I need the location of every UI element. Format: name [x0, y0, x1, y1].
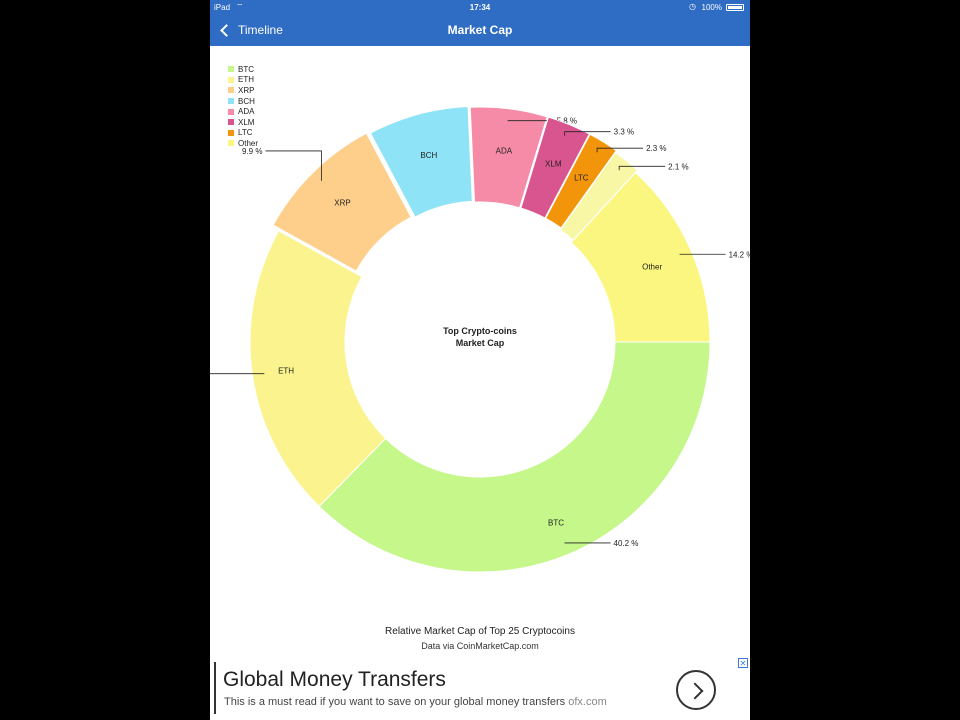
wifi-icon: ⌔	[236, 2, 244, 11]
slice-xlm	[520, 116, 590, 219]
legend-label: BCH	[238, 96, 255, 106]
legend-swatch	[228, 108, 234, 115]
alarm-icon: ◷	[689, 2, 696, 11]
legend-label: ETH	[238, 75, 254, 85]
legend-item-xrp: XRP	[228, 85, 258, 96]
callout-line	[265, 150, 322, 181]
chart-legend: BTC ETH XRP BCH ADA XLM LTC Other	[228, 64, 258, 149]
ad-banner[interactable]: Global Money Transfers This is a must re…	[210, 656, 750, 720]
chart-credit: Data via CoinMarketCap.com	[421, 641, 539, 651]
back-button[interactable]: Timeline	[216, 20, 283, 40]
legend-swatch	[228, 87, 234, 94]
slice-value-label: 5.8 %	[557, 117, 577, 126]
slice-btc	[318, 341, 711, 573]
legend-label: ADA	[238, 107, 255, 117]
slice-label: XLM	[545, 159, 562, 168]
legend-swatch	[228, 76, 234, 83]
slice-ada	[469, 106, 548, 209]
chart-center-title: Top Crypto-coins Market Cap	[443, 326, 517, 348]
slice-value-label: 40.2 %	[614, 539, 639, 548]
slice-label: LTC	[574, 174, 589, 183]
app-screen: iPad ⌔ 17:34 ◷ 100% Timeline Market Cap …	[210, 0, 750, 720]
status-bar: iPad ⌔ 17:34 ◷ 100%	[210, 0, 750, 14]
legend-item-bch: BCH	[228, 96, 258, 107]
legend-label: LTC	[238, 128, 253, 138]
legend-label: BTC	[238, 64, 254, 74]
slice-value-label: 14.2 %	[729, 250, 750, 259]
slice-label: Other	[642, 262, 662, 271]
legend-swatch	[228, 140, 234, 147]
legend-item-xlm: XLM	[228, 117, 258, 128]
status-time: 17:34	[469, 3, 491, 12]
battery-percent: 100%	[701, 3, 722, 12]
legend-item-ada: ADA	[228, 106, 258, 117]
slice-label: ETH	[278, 366, 294, 375]
slice-eth	[249, 230, 387, 508]
slice-label: XRP	[334, 198, 350, 207]
slice-other	[570, 171, 711, 343]
callout-line	[564, 131, 611, 136]
legend-item-btc: BTC	[228, 64, 258, 75]
legend-swatch	[228, 66, 234, 73]
slice-xrp	[272, 132, 412, 272]
slice-label: BTC	[548, 519, 564, 528]
slice-ltc	[544, 133, 617, 229]
ad-headline[interactable]: Global Money Transfers	[223, 668, 446, 691]
legend-label: XLM	[238, 117, 255, 127]
legend-item-eth: ETH	[228, 75, 258, 86]
slice-value-label: 2.1 %	[668, 162, 688, 171]
ad-close-button[interactable]: ✕	[738, 658, 748, 668]
battery-icon	[726, 4, 744, 11]
device-name: iPad	[214, 3, 231, 12]
legend-swatch	[228, 98, 234, 105]
back-button-label: Timeline	[238, 23, 283, 37]
legend-item-ltc: LTC	[228, 128, 258, 139]
callout-line	[596, 147, 644, 153]
legend-swatch	[228, 119, 234, 126]
chart-caption: Relative Market Cap of Top 25 Cryptocoin…	[385, 626, 575, 637]
nav-bar: Timeline Market Cap	[210, 14, 750, 46]
callout-line	[618, 165, 666, 171]
ad-accent-bar	[214, 662, 216, 714]
ad-domain: ofx.com	[568, 696, 607, 708]
ad-body-text: This is a must read if you want to save …	[224, 696, 566, 708]
legend-item-other: Other	[228, 138, 258, 149]
legend-label: XRP	[238, 85, 255, 95]
slice-label: ADA	[496, 146, 513, 155]
slice-value-label: 3.3 %	[614, 128, 634, 137]
slice-value-label: 9.9 %	[242, 147, 262, 156]
page-title: Market Cap	[447, 23, 513, 37]
legend-label: Other	[238, 138, 259, 148]
slice-label: BCH	[420, 151, 437, 160]
legend-swatch	[228, 129, 234, 136]
ad-arrow-button[interactable]	[676, 670, 716, 710]
slice-value-label: 2.3 %	[646, 144, 666, 153]
slice-bch	[369, 105, 473, 218]
ad-body[interactable]: This is a must read if you want to save …	[224, 696, 607, 708]
